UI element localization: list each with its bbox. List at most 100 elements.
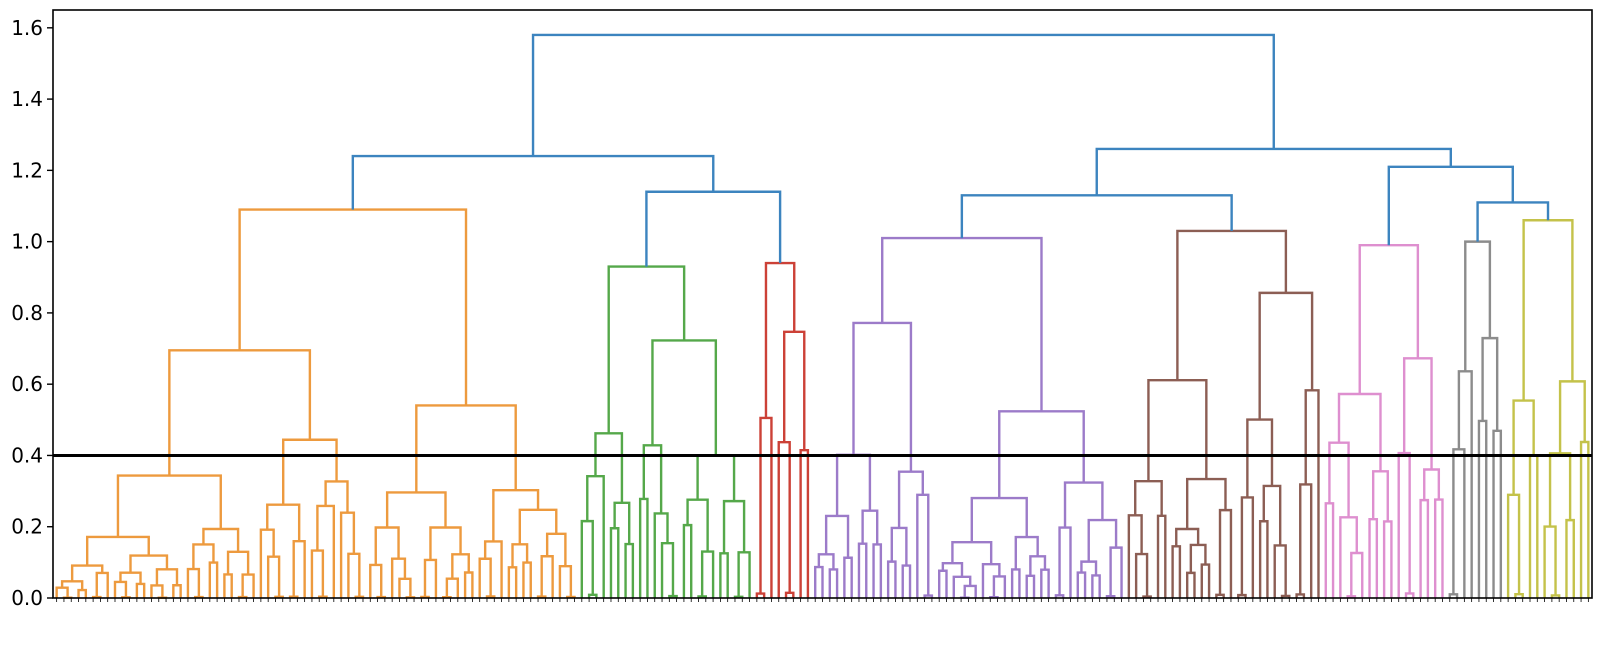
dendrogram-link bbox=[1424, 470, 1439, 501]
dendrogram-link bbox=[283, 440, 336, 505]
root-link bbox=[533, 35, 1274, 156]
dendrogram-link bbox=[1373, 471, 1388, 521]
y-tick-label: 1.2 bbox=[11, 158, 43, 182]
dendrogram-link bbox=[1581, 442, 1588, 598]
dendrogram-link bbox=[387, 492, 445, 527]
y-tick-label: 0.4 bbox=[11, 443, 43, 467]
dendrogram-link bbox=[1370, 519, 1377, 598]
dendrogram-link bbox=[188, 569, 199, 598]
dendrogram-link bbox=[416, 405, 515, 492]
dendrogram-link bbox=[837, 455, 870, 516]
y-tick-label: 1.6 bbox=[11, 16, 43, 40]
dendrogram-link bbox=[348, 554, 359, 598]
dendrogram-link bbox=[917, 495, 928, 598]
dendrogram-link bbox=[240, 210, 466, 406]
dendrogram-link bbox=[826, 516, 848, 558]
dendrogram-link bbox=[465, 573, 472, 598]
dendrogram-link bbox=[1158, 516, 1165, 598]
dendrogram-link bbox=[520, 510, 556, 545]
dendrogram-link bbox=[801, 450, 808, 598]
dendrogram-link bbox=[983, 564, 999, 598]
dendrogram-link bbox=[1421, 500, 1428, 598]
dendrogram-link bbox=[447, 579, 458, 598]
dendrogram-link bbox=[1260, 521, 1267, 598]
dendrogram-link bbox=[118, 476, 221, 537]
dendrogram-link bbox=[317, 506, 333, 598]
y-tick-label: 1.0 bbox=[11, 230, 43, 254]
y-tick-label: 0.2 bbox=[11, 515, 43, 539]
dendrogram-link bbox=[87, 537, 149, 566]
dendrogram-link bbox=[1092, 575, 1099, 598]
dendrogram-link bbox=[1550, 453, 1570, 526]
dendrogram-link bbox=[1435, 500, 1442, 598]
y-tick-label: 1.4 bbox=[11, 87, 43, 111]
dendrogram-link bbox=[1060, 528, 1071, 598]
dendrogram-link bbox=[203, 529, 238, 552]
dendrogram-link bbox=[720, 553, 727, 598]
dendrogram-link bbox=[1173, 546, 1180, 598]
dendrogram-link bbox=[312, 551, 323, 598]
dendrogram-link bbox=[1339, 394, 1380, 471]
dendrogram-link bbox=[173, 585, 180, 598]
dendrogram-link bbox=[1545, 527, 1556, 598]
dendrogram-link bbox=[399, 579, 410, 598]
dendrogram-link bbox=[1089, 520, 1116, 562]
dendrogram-link bbox=[662, 543, 673, 598]
dendrogram-link bbox=[899, 472, 923, 528]
dendrogram-link bbox=[268, 557, 279, 598]
dendrogram-link bbox=[1177, 231, 1285, 380]
dendrogram-link bbox=[425, 560, 436, 598]
dendrogram-link bbox=[1242, 497, 1253, 598]
dendrogram-link bbox=[326, 481, 348, 512]
dendrogram-link bbox=[965, 586, 976, 598]
dendrogram-link bbox=[779, 442, 790, 598]
dendrogram-links bbox=[57, 35, 1589, 598]
dendrogram-link bbox=[1326, 503, 1333, 598]
dendrogram-link bbox=[1300, 484, 1311, 598]
dendrogram-link bbox=[1078, 573, 1085, 598]
dendrogram-link bbox=[1111, 548, 1122, 598]
dendrogram-link bbox=[853, 323, 910, 472]
dendrogram-link bbox=[994, 576, 1005, 598]
dendrogram-link bbox=[370, 565, 381, 598]
dendrogram-link bbox=[882, 238, 1041, 411]
dendrogram-link bbox=[1041, 570, 1048, 598]
dendrogram-link bbox=[1187, 573, 1194, 598]
dendrogram-link bbox=[698, 455, 734, 501]
dendrogram-link bbox=[1530, 455, 1537, 598]
dendrogram-link bbox=[1191, 545, 1206, 573]
dendrogram-link bbox=[485, 541, 501, 598]
dendrogram-link bbox=[210, 563, 217, 598]
dendrogram-link bbox=[761, 418, 772, 598]
dendrogram-link bbox=[844, 558, 851, 598]
dendrogram-link bbox=[97, 573, 108, 598]
dendrogram-link bbox=[587, 476, 603, 598]
dendrogram-link bbox=[739, 552, 750, 598]
dendrogram-link bbox=[652, 340, 715, 455]
y-tick-label: 0.0 bbox=[11, 586, 43, 610]
dendrogram-link bbox=[1465, 242, 1490, 372]
dendrogram-link bbox=[595, 433, 621, 502]
dendrogram-link bbox=[888, 562, 895, 598]
dendrogram-link bbox=[157, 569, 177, 585]
dendrogram-link bbox=[626, 544, 633, 598]
dendrogram-link bbox=[1202, 565, 1209, 598]
dendrogram-link bbox=[509, 567, 516, 598]
dendrogram-link bbox=[1275, 545, 1286, 598]
dendrogram-link bbox=[1384, 521, 1391, 598]
dendrogram-link bbox=[952, 542, 991, 564]
dendrogram-link bbox=[830, 569, 837, 598]
dendrogram-link bbox=[784, 332, 804, 450]
dendrogram-link bbox=[611, 528, 618, 598]
upper-link bbox=[353, 156, 713, 209]
dendrogram-link bbox=[1030, 556, 1045, 576]
dendrogram-link bbox=[954, 577, 970, 598]
dendrogram-link bbox=[1524, 220, 1573, 400]
dendrogram-link bbox=[766, 263, 794, 418]
dendrogram-link bbox=[1136, 554, 1147, 598]
dendrogram-link bbox=[1479, 421, 1486, 598]
dendrogram-link bbox=[939, 571, 946, 598]
dendrogram-link bbox=[1340, 517, 1356, 598]
